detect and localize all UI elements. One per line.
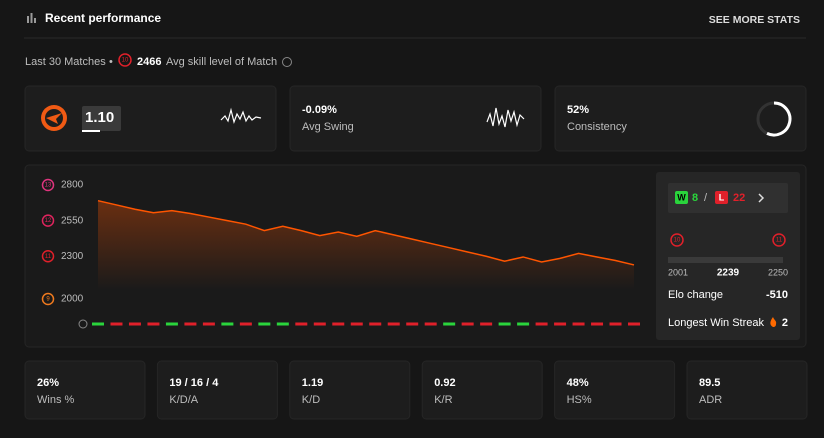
stat-card: [156, 360, 278, 420]
y-tick-badge: [41, 292, 55, 306]
y-tick-badge-text: 13: [45, 183, 52, 189]
streak-label: Longest Win Streak: [668, 317, 764, 329]
card: [24, 85, 277, 152]
level-badge: [772, 233, 786, 247]
stat-card: [421, 360, 543, 420]
stat-value: 0.92: [434, 377, 455, 389]
consistency-value: 52%: [567, 104, 589, 116]
y-tick-label: 2800: [61, 180, 84, 191]
info-icon[interactable]: [78, 319, 88, 329]
rating-value: 1.10: [85, 109, 114, 126]
stats-row: 26% Wins % 19 / 16 / 4 K/D/A 1.19 K/D 0.92 K/R 4…: [24, 360, 808, 420]
stat-value: 1.19: [302, 377, 323, 389]
avg-skill: 2466: [137, 56, 161, 68]
elo-change-label: Elo change: [668, 289, 723, 301]
y-tick-badge-text: 12: [45, 218, 52, 224]
see-more-link[interactable]: SEE MORE STATS: [709, 14, 800, 26]
stat-value: 26%: [37, 377, 59, 389]
header-icon: [27, 13, 36, 23]
stat-value: 19 / 16 / 4: [169, 377, 219, 389]
chevron: [758, 193, 765, 203]
loss-badge-text: L: [719, 192, 725, 202]
level-badge-text: 10: [122, 58, 129, 64]
stat-card: [554, 360, 676, 420]
y-tick-badge-text: 9: [46, 297, 50, 303]
stat-value: 89.5: [699, 377, 720, 389]
level-badge: [670, 233, 684, 247]
y-tick-badge: [41, 250, 55, 263]
swing-label: Avg Swing: [302, 121, 354, 133]
line: [97, 199, 635, 266]
rating-box: [82, 106, 121, 131]
level-from: 10: [674, 238, 681, 244]
stat-label: K/R: [434, 394, 452, 406]
matches-label: Last 30 Matches: [25, 56, 106, 68]
section-title: Recent performance: [45, 11, 161, 25]
side-panel: [656, 172, 800, 340]
ring: [766, 101, 792, 137]
card: [289, 85, 542, 152]
sparkline: [220, 107, 262, 125]
y-tick-badge-text: 11: [45, 254, 52, 260]
consistency-label: Consistency: [567, 121, 627, 133]
stat-value: 48%: [567, 377, 589, 389]
y-tick-badge: [41, 178, 55, 192]
stat-label: Wins %: [37, 394, 75, 406]
rating-icon-arrow: [46, 113, 62, 124]
swing-value: -0.09%: [302, 104, 337, 116]
sparkline: [486, 107, 525, 128]
info-icon[interactable]: [282, 57, 292, 67]
level-to: 11: [776, 238, 783, 244]
stat-card: [289, 360, 411, 420]
y-tick-badge: [41, 214, 55, 227]
y-tick-label: 2300: [61, 251, 84, 262]
y-tick-label: 2550: [61, 215, 84, 226]
losses: 22: [733, 192, 745, 204]
area: [98, 200, 634, 290]
chart: 9 2000 11 2300 12 2550 13 2800: [41, 178, 640, 326]
stat-label: HS%: [567, 394, 592, 406]
elo-change: -510: [766, 289, 788, 301]
current-elo: 2239: [717, 268, 740, 279]
win-badge: [675, 191, 688, 204]
slash: /: [704, 192, 708, 204]
range-min: 2001: [668, 267, 688, 277]
stat-card: [686, 360, 808, 420]
level-badge: [118, 53, 132, 67]
y-tick-label: 2000: [61, 294, 84, 305]
fire-icon: [770, 317, 777, 327]
elo-track: [668, 257, 783, 263]
win-badge-text: W: [677, 192, 686, 202]
streak: 2: [782, 317, 788, 329]
stat-label: K/D: [302, 394, 320, 406]
stat-label: ADR: [699, 394, 722, 406]
card: [554, 85, 807, 152]
range-max: 2250: [768, 267, 788, 277]
avg-skill-label: Avg skill level of Match: [166, 56, 277, 68]
separator: •: [109, 56, 113, 68]
wins: 8: [692, 192, 698, 204]
loss-badge: [715, 191, 728, 204]
stat-card: [24, 360, 146, 420]
stat-label: K/D/A: [169, 394, 198, 406]
